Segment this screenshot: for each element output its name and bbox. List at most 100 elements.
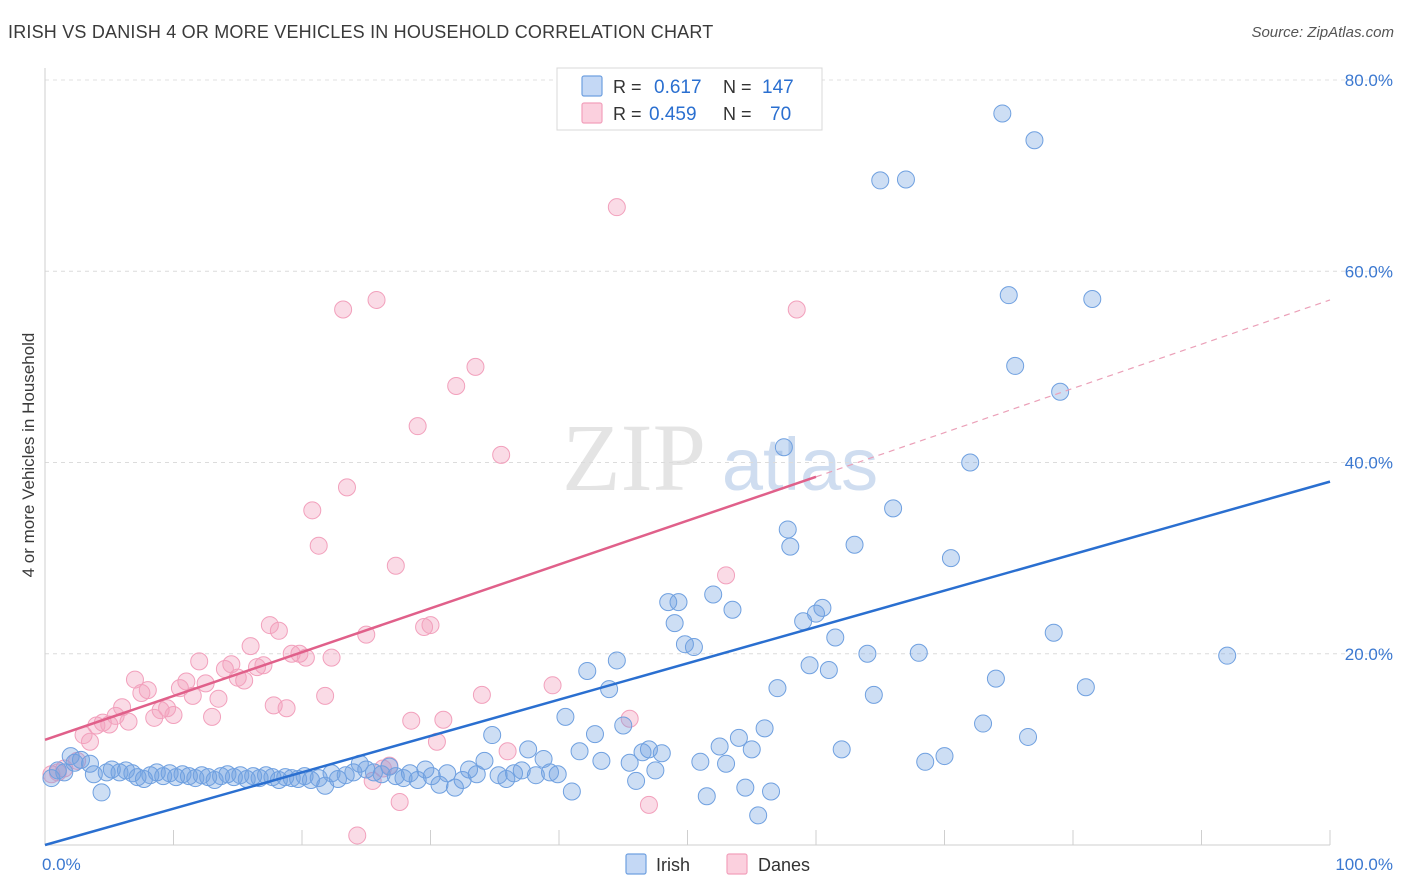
irish-point-97 xyxy=(697,787,716,806)
danes-point-56 xyxy=(415,617,434,636)
trend-lines xyxy=(44,299,1331,847)
legend-n-value-irish: 147 xyxy=(762,77,794,98)
irish-point-138 xyxy=(1051,382,1070,401)
irish-point-131 xyxy=(986,669,1005,688)
chart-title: IRISH VS DANISH 4 OR MORE VEHICLES IN HO… xyxy=(8,22,714,42)
irish-point-123 xyxy=(896,170,915,189)
danes-point-62 xyxy=(472,685,491,704)
danes-point-25 xyxy=(209,689,228,708)
axes xyxy=(44,68,1331,846)
danes-point-45 xyxy=(337,478,356,497)
irish-point-141 xyxy=(1218,646,1237,665)
danes-point-54 xyxy=(402,711,421,730)
irish-point-11 xyxy=(110,763,129,782)
legend-r-value-irish: 0.617 xyxy=(654,77,702,98)
series-legend-label-irish: Irish xyxy=(656,855,690,875)
danes-point-41 xyxy=(309,536,328,555)
danes-point-43 xyxy=(322,648,341,667)
irish-point-8 xyxy=(92,783,111,802)
irish-point-122 xyxy=(871,171,890,190)
danes-trend-extension xyxy=(815,299,1331,478)
irish-point-132 xyxy=(993,104,1012,123)
irish-point-100 xyxy=(717,754,736,773)
irish-trend-line xyxy=(44,480,1331,847)
irish-point-83 xyxy=(607,651,626,670)
danes-point-57 xyxy=(421,616,440,635)
y-axis-title: 4 or more Vehicles in Household xyxy=(19,333,38,578)
irish-point-102 xyxy=(729,728,748,747)
irish-point-61 xyxy=(445,778,464,797)
danes-point-61 xyxy=(466,357,485,376)
stats-legend: R = 0.617 N = 147 R = 0.459 N = 70 xyxy=(556,67,823,131)
danes-point-5 xyxy=(80,732,99,751)
danes-point-68 xyxy=(639,795,658,814)
irish-point-64 xyxy=(467,765,486,784)
danes-point-55 xyxy=(408,417,427,436)
legend-n-value-danes: 70 xyxy=(770,104,791,125)
irish-point-104 xyxy=(742,740,761,759)
danes-point-15 xyxy=(145,708,164,727)
irish-point-72 xyxy=(526,766,545,785)
danes-point-70 xyxy=(787,300,806,319)
legend-r-value-danes: 0.459 xyxy=(649,104,697,125)
irish-point-99 xyxy=(710,737,729,756)
irish-point-60 xyxy=(438,764,457,783)
danes-point-35 xyxy=(269,621,288,640)
irish-point-120 xyxy=(864,685,883,704)
irish-point-32 xyxy=(244,767,263,786)
danes-point-69 xyxy=(717,566,736,585)
irish-point-108 xyxy=(768,679,787,698)
irish-point-121 xyxy=(858,644,877,663)
irish-point-130 xyxy=(974,714,993,733)
irish-point-95 xyxy=(684,638,703,657)
irish-point-127 xyxy=(935,747,954,766)
danes-point-42 xyxy=(316,686,335,705)
irish-point-52 xyxy=(380,757,399,776)
irish-point-86 xyxy=(627,771,646,790)
series-legend-label-danes: Danes xyxy=(758,855,810,875)
irish-point-125 xyxy=(909,643,928,662)
irish-point-113 xyxy=(800,656,819,675)
irish-point-119 xyxy=(845,535,864,554)
irish-point-137 xyxy=(1044,623,1063,642)
irish-point-56 xyxy=(408,770,427,789)
irish-point-118 xyxy=(832,740,851,759)
danes-trend-line xyxy=(44,475,817,741)
danes-point-63 xyxy=(492,445,511,464)
danes-point-66 xyxy=(607,198,626,217)
irish-point-75 xyxy=(548,765,567,784)
irish-point-71 xyxy=(519,740,538,759)
danes-point-59 xyxy=(434,710,453,729)
irish-point-91 xyxy=(659,593,678,612)
legend-n-label-irish: N = xyxy=(723,77,752,97)
legend-swatch-danes xyxy=(581,102,603,124)
legend-r-label-danes: R = xyxy=(613,104,642,124)
irish-point-74 xyxy=(541,763,560,782)
irish-point-65 xyxy=(475,751,494,770)
danes-point-46 xyxy=(348,826,367,845)
irish-point-1 xyxy=(48,761,67,780)
irish-point-109 xyxy=(774,438,793,457)
irish-point-70 xyxy=(512,761,531,780)
chart-source: Source: ZipAtlas.com xyxy=(1251,24,1394,41)
irish-point-111 xyxy=(778,520,797,539)
danes-point-14 xyxy=(138,681,157,700)
irish-point-110 xyxy=(781,537,800,556)
series-legend-swatch-irish xyxy=(625,853,647,875)
irish-point-77 xyxy=(562,782,581,801)
irish-point-101 xyxy=(723,600,742,619)
irish-point-140 xyxy=(1083,289,1102,308)
x-tick-label-min: 0.0% xyxy=(42,855,81,874)
irish-point-124 xyxy=(884,499,903,518)
irish-point-107 xyxy=(762,782,781,801)
danes-point-24 xyxy=(203,707,222,726)
irish-point-66 xyxy=(483,726,502,745)
danes-point-18 xyxy=(164,705,183,724)
irish-point-78 xyxy=(570,742,589,761)
danes-point-60 xyxy=(447,377,466,395)
legend-r-label-irish: R = xyxy=(613,77,642,97)
irish-point-117 xyxy=(826,628,845,647)
danes-point-53 xyxy=(390,792,409,811)
irish-point-89 xyxy=(646,761,665,780)
